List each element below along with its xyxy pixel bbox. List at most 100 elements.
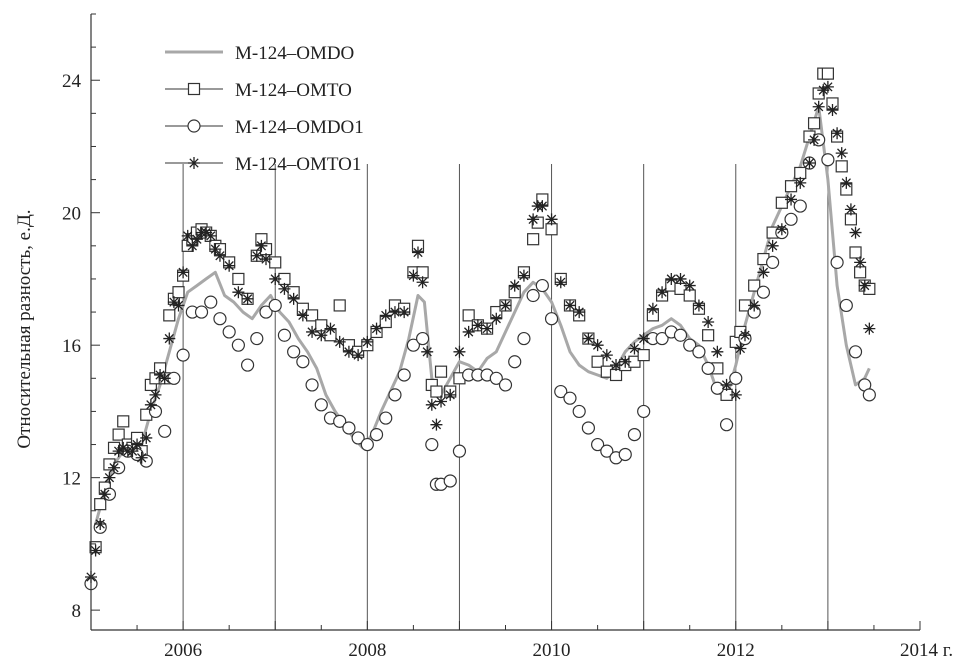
data-point [766, 239, 779, 252]
data-point [117, 441, 130, 454]
data-point [785, 193, 798, 206]
data-point [757, 266, 770, 279]
data-point [94, 518, 107, 531]
data-point [830, 255, 844, 269]
data-point [628, 342, 641, 355]
data-point [305, 378, 319, 392]
data-point [821, 80, 834, 93]
data-point [619, 355, 632, 368]
data-point [407, 269, 420, 282]
data-point [854, 266, 867, 279]
data-point [627, 428, 642, 442]
data-point [186, 239, 199, 252]
gridlines [182, 164, 829, 630]
data-point [849, 226, 862, 239]
data-point [835, 147, 848, 160]
data-point [692, 299, 705, 312]
data-point [710, 381, 724, 395]
data-point [112, 428, 125, 441]
legend-label: M-124–OMDO1 [235, 117, 364, 138]
data-point [223, 259, 236, 272]
data-point [158, 372, 171, 385]
legend-marker [188, 157, 200, 169]
data-point [287, 292, 300, 305]
data-point [854, 256, 867, 269]
data-point [545, 213, 558, 226]
data-point [411, 246, 424, 259]
y-tick-label-20: 20 [62, 204, 81, 225]
data-point [683, 279, 696, 292]
data-point [260, 253, 273, 266]
data-point [333, 414, 347, 428]
data-point [360, 437, 374, 452]
data-point [324, 322, 337, 335]
data-point [545, 223, 558, 236]
data-point [222, 325, 236, 339]
data-point [406, 338, 420, 352]
data-point [674, 272, 687, 285]
data-point [98, 488, 111, 501]
data-point [692, 345, 706, 359]
data-point [517, 331, 531, 346]
data-point [240, 358, 255, 372]
data-point [315, 329, 328, 342]
data-point [94, 498, 107, 511]
data-point [158, 424, 172, 438]
data-point [748, 299, 761, 312]
data-point [863, 322, 876, 335]
data-point [489, 371, 503, 385]
data-point [535, 278, 549, 293]
data-point [683, 289, 696, 302]
data-point [425, 437, 439, 452]
data-point [213, 312, 227, 326]
data-point [499, 299, 512, 312]
data-point [296, 309, 309, 322]
data-point [673, 328, 688, 342]
data-point [452, 444, 467, 458]
data-point [434, 365, 448, 378]
data-point [277, 328, 292, 342]
data-point [443, 474, 457, 488]
data-point [333, 335, 346, 348]
data-point [416, 331, 430, 346]
x-tick-label-2012: 2012 [717, 640, 755, 661]
data-point [531, 216, 544, 229]
data-point [250, 331, 264, 346]
data-point [204, 229, 217, 242]
data-point [200, 226, 213, 239]
data-point [498, 378, 513, 392]
data-point [435, 395, 448, 408]
data-point [268, 298, 282, 313]
data-point [600, 349, 613, 362]
data-point [862, 388, 876, 402]
data-point [140, 431, 153, 444]
data-point [379, 411, 393, 425]
data-point [563, 299, 576, 312]
data-point [808, 133, 821, 146]
data-point [379, 309, 392, 322]
data-point [729, 388, 742, 401]
data-point [821, 153, 835, 167]
data-point [108, 461, 121, 474]
data-point [719, 418, 734, 432]
data-point [863, 282, 876, 295]
data-point [848, 345, 863, 359]
data-point [361, 335, 374, 348]
data-point [563, 391, 577, 405]
data-point [849, 246, 862, 259]
data-point [637, 332, 650, 345]
data-point [572, 404, 586, 419]
data-point [453, 345, 466, 358]
data-point [793, 199, 807, 213]
data-point [149, 388, 162, 401]
data-point [481, 322, 494, 335]
y-tick-label-16: 16 [62, 336, 81, 357]
y-axis-label: Относительная разность, е.Д. [14, 209, 35, 448]
data-point [637, 349, 650, 362]
data-point [172, 299, 185, 312]
y-tick-label-12: 12 [62, 469, 81, 490]
data-point [430, 385, 443, 398]
data-point [738, 329, 751, 342]
data-point [618, 447, 632, 462]
data-point [655, 331, 669, 346]
